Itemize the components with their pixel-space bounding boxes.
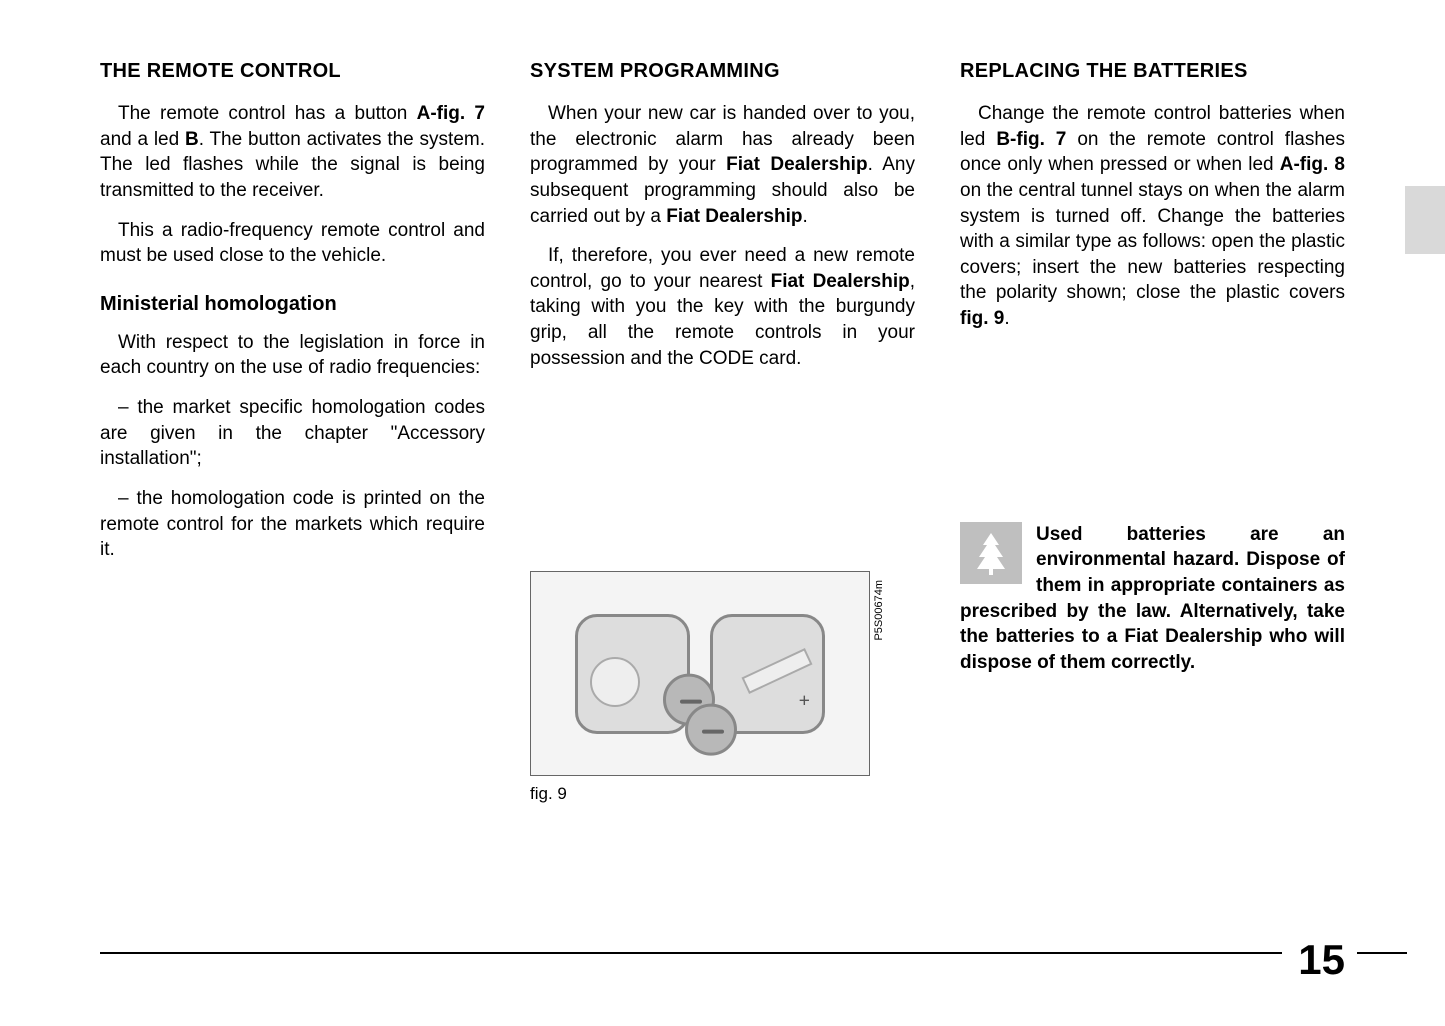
para-homologation-1: With respect to the legislation in force…: [100, 330, 485, 381]
para-batteries-1: Change the remote control batteries when…: [960, 101, 1345, 332]
plus-polarity-icon: +: [799, 690, 810, 713]
battery-slot-icon: [741, 648, 812, 694]
figure-code: P5S00674m: [873, 580, 885, 641]
text: .: [802, 206, 807, 227]
text: The remote control has a button: [118, 103, 417, 124]
text: and a led: [100, 129, 185, 150]
para-homologation-2: – the market specific homologation codes…: [100, 395, 485, 472]
footer-rule: [100, 952, 1345, 954]
page-content: THE REMOTE CONTROL The remote control ha…: [0, 0, 1445, 844]
figure-9: P5S00674m +: [530, 571, 870, 776]
figure-caption: fig. 9: [530, 784, 915, 804]
column-1: THE REMOTE CONTROL The remote control ha…: [100, 60, 485, 804]
bold-ref: A-fig. 8: [1280, 154, 1345, 175]
bold-ref: B-fig. 7: [996, 129, 1066, 150]
para-homologation-3: – the homologation code is printed on th…: [100, 486, 485, 563]
heading-remote-control: THE REMOTE CONTROL: [100, 60, 485, 83]
circuit-board-icon: [590, 657, 640, 707]
page-number-rule: [1357, 952, 1407, 954]
column-2: SYSTEM PROGRAMMING When your new car is …: [530, 60, 915, 804]
bold-ref: fig. 9: [960, 308, 1004, 329]
heading-replacing-batteries: REPLACING THE BATTERIES: [960, 60, 1345, 83]
bold-ref: A-fig. 7: [417, 103, 485, 124]
bold-ref: B: [185, 129, 199, 150]
side-tab: [1405, 186, 1445, 254]
recycle-tree-icon: [960, 522, 1022, 584]
para-programming-2: If, therefore, you ever need a new remot…: [530, 243, 915, 371]
heading-system-programming: SYSTEM PROGRAMMING: [530, 60, 915, 83]
text: on the central tunnel stays on when the …: [960, 180, 1345, 304]
column-3: REPLACING THE BATTERIES Change the remot…: [960, 60, 1345, 804]
para-remote-2: This a radio-frequency remote control an…: [100, 218, 485, 269]
para-remote-1: The remote control has a button A-fig. 7…: [100, 101, 485, 204]
warning-block: Used batteries are an environmental haza…: [960, 522, 1345, 676]
text: .: [1004, 308, 1009, 329]
para-programming-1: When your new car is handed over to you,…: [530, 101, 915, 229]
battery-coins: [663, 674, 737, 756]
subheading-homologation: Ministerial homologation: [100, 293, 485, 316]
page-number: 15: [1282, 936, 1345, 984]
coin-battery-icon: [685, 704, 737, 756]
bold-ref: Fiat Dealership: [726, 154, 867, 175]
bold-ref: Fiat Dealership: [771, 271, 910, 292]
bold-ref: Fiat Dealership: [666, 206, 802, 227]
